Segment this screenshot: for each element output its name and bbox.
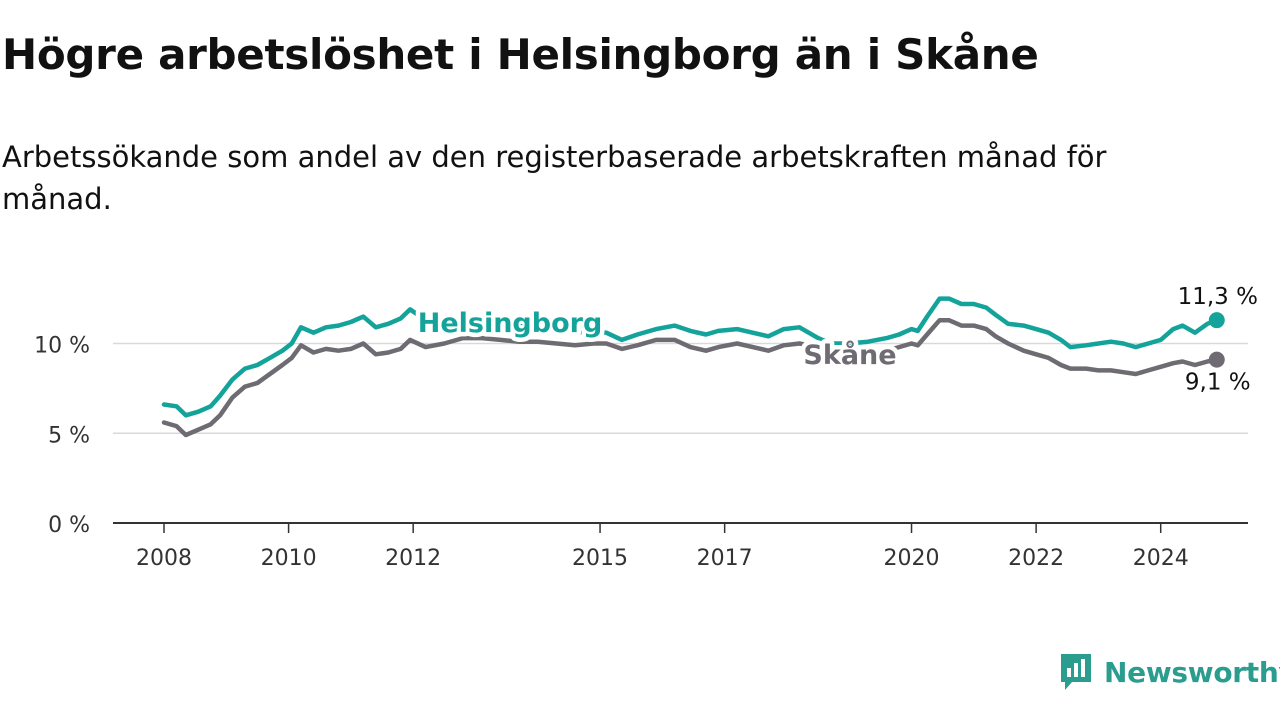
series-label-helsingborg: Helsingborg [418,308,603,339]
x-tick-label: 2020 [884,546,940,571]
series-line-helsingborg [161,296,1220,418]
x-tick-label: 2024 [1133,546,1189,571]
end-label-skane: 9,1 % [1185,370,1251,396]
end-point-helsingborg [1208,312,1225,329]
newsworthy-logo[interactable]: Newsworthy [1058,652,1280,692]
x-tick-label: 2008 [136,546,192,571]
series-line-skane [161,317,1220,438]
x-tick-label: 2015 [572,546,628,571]
axis-layer: 0 % 5 % 10 % 2008 2010 2012 2015 2017 2020 2022 20… [34,334,1248,571]
chart-subtitle: Arbetssökande som andel av den registerb… [2,140,1107,216]
series-label-helsingborg-halo: Helsingborg [418,308,603,339]
x-tick-label: 2010 [261,546,317,571]
end-label-helsingborg: 11,3 % [1178,284,1258,310]
grid-layer [113,342,1248,434]
end-point-skane [1208,351,1225,368]
series-layer [161,296,1225,438]
newsworthy-brand-name: Newsworthy [1104,655,1280,689]
series-label-skane-halo: Skåne [803,339,896,371]
y-tick-label: 0 % [48,513,90,538]
y-tick-label: 10 % [34,334,90,359]
x-tick-label: 2017 [697,546,753,571]
series-label-skane: Skåne [803,339,896,371]
chart-title: Högre arbetslöshet i Helsingborg än i Sk… [2,30,1039,79]
x-tick-label: 2022 [1008,546,1064,571]
x-tick-label: 2012 [385,546,441,571]
newsworthy-logo-icon [1061,654,1091,690]
y-tick-label: 5 % [48,423,90,448]
